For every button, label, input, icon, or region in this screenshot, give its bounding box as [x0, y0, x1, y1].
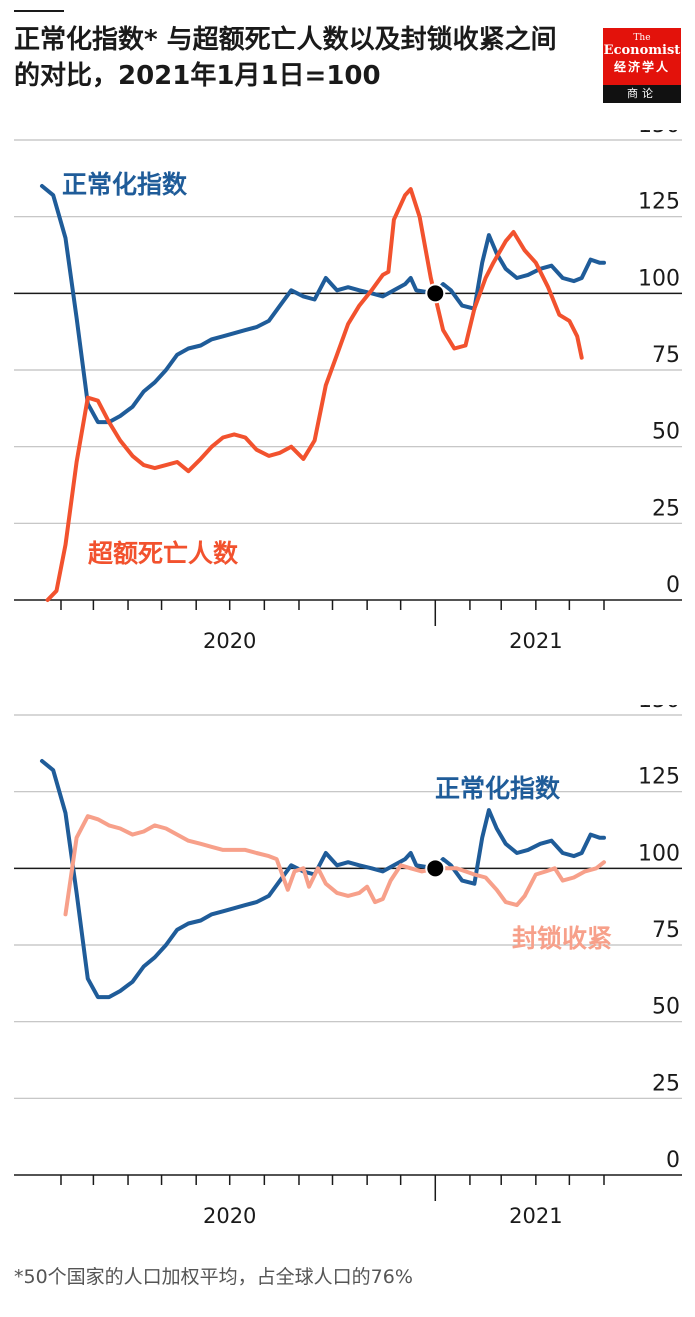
reference-point-marker: [425, 283, 446, 304]
x-tick-label: 2021: [509, 629, 562, 653]
y-tick-label: 25: [652, 496, 680, 521]
series-line-excess_deaths: [45, 187, 584, 602]
y-tick-label: 50: [652, 420, 680, 445]
y-tick-label: 75: [652, 343, 680, 368]
y-tick-label: 150: [638, 705, 680, 713]
series-label-normalcy: 正常化指数: [435, 774, 561, 803]
y-tick-label: 150: [638, 130, 680, 138]
y-tick-label: 50: [652, 995, 680, 1020]
footnote: *50个国家的人口加权平均，占全球人口的76%: [14, 1266, 413, 1288]
series-line-normalcy: [40, 759, 606, 1000]
top-rule: [14, 10, 64, 12]
y-tick-label: 25: [652, 1071, 680, 1096]
y-tick-label: 0: [666, 573, 680, 598]
x-tick-label: 2020: [203, 629, 256, 653]
y-tick-label: 125: [638, 765, 680, 790]
logo-black-bar: 商论: [603, 85, 681, 103]
y-tick-label: 125: [638, 190, 680, 215]
series-label-normalcy: 正常化指数: [62, 170, 188, 199]
series-line-normalcy: [40, 184, 606, 425]
x-tick-label: 2020: [203, 1204, 256, 1228]
series-label-excess_deaths: 超额死亡人数: [88, 539, 239, 568]
y-tick-label: 100: [638, 266, 680, 291]
y-tick-label: 75: [652, 918, 680, 943]
chart-title: 正常化指数* 与超额死亡人数以及封锁收紧之间的对比，2021年1月1日=100: [14, 25, 557, 91]
logo-economist: Economist: [603, 43, 681, 58]
logo-chinese: 经济学人: [613, 60, 670, 74]
y-tick-label: 100: [638, 841, 680, 866]
series-label-lockdown: 封锁收紧: [512, 924, 612, 953]
x-tick-label: 2021: [509, 1204, 562, 1228]
economist-logo: The Economist 经济学人 商论: [603, 28, 681, 103]
series-line-lockdown: [63, 814, 606, 917]
logo-the: The: [633, 33, 651, 43]
y-tick-label: 0: [666, 1148, 680, 1173]
reference-point-marker: [425, 858, 446, 879]
logo-red-block: The Economist 经济学人: [603, 28, 681, 85]
